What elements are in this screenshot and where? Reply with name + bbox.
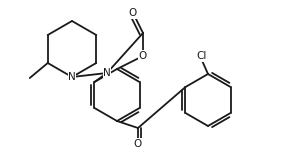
Text: N: N bbox=[68, 72, 76, 82]
Text: O: O bbox=[129, 8, 137, 18]
Text: O: O bbox=[139, 51, 147, 61]
Text: Cl: Cl bbox=[197, 51, 207, 61]
Text: N: N bbox=[103, 68, 111, 78]
Text: O: O bbox=[134, 139, 142, 149]
